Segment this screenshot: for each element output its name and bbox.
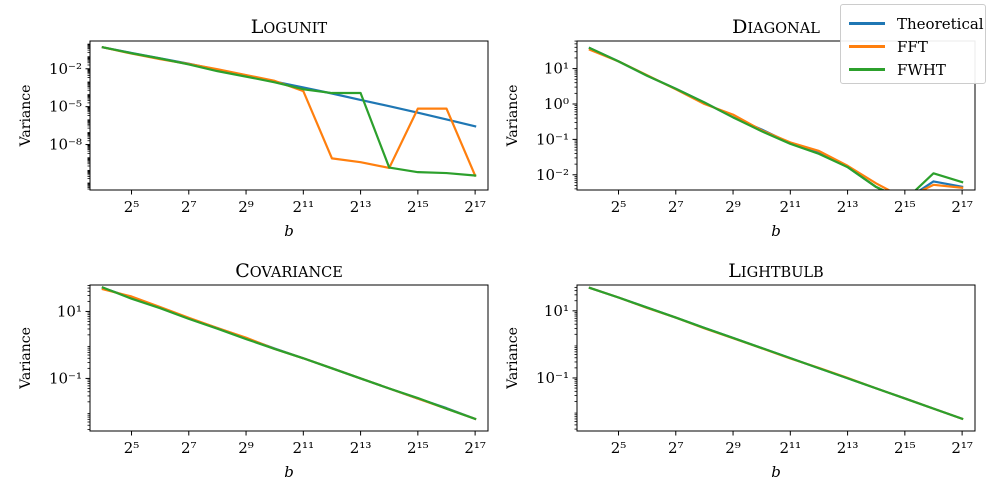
chart-title-logunit: LOGUNIT: [251, 16, 328, 38]
y-tick-label: 10⁰: [544, 95, 569, 113]
axes-frame: [576, 284, 976, 432]
x-tick-label: 2¹¹: [780, 198, 802, 216]
x-tick-label: 2⁷: [668, 439, 684, 457]
series-line-fft: [101, 46, 477, 177]
chart-covariance: COVARIANCE 10¹ 10⁻¹ 2⁵ 2⁷ 2⁹ 2¹¹ 2¹³ 2¹⁵ 2¹⁷ b Vari…: [18, 260, 489, 481]
series-group: [588, 286, 964, 421]
y-axis-label: Variance: [18, 327, 34, 390]
x-tick-label: 2¹⁷: [464, 439, 486, 457]
series-group: [588, 46, 964, 190]
x-tick-label: 2⁵: [611, 198, 627, 216]
axes-frame: [89, 40, 489, 191]
y-tick-label: 10⁻²: [536, 166, 569, 184]
x-tick-label: 2⁹: [238, 439, 254, 457]
x-tick-label: 2⁵: [124, 439, 140, 457]
series-group: [101, 46, 477, 177]
x-tick-label: 2¹⁷: [951, 439, 973, 457]
y-tick-label: 10⁻⁵: [49, 98, 82, 116]
axes-frame: [576, 40, 976, 191]
y-tick-label: 10⁻²: [49, 60, 82, 78]
chart-title-diagonal: DIAGONAL: [732, 16, 820, 38]
series-line-fwht: [588, 46, 964, 190]
chart-title-logunit-initial: L: [251, 16, 264, 38]
x-tick-label: 2¹⁵: [894, 439, 916, 457]
x-tick-label: 2¹³: [837, 439, 859, 457]
series-line-fwht: [588, 286, 964, 421]
chart-title-lightbulb-initial: L: [728, 260, 741, 282]
x-tick-label: 2¹⁷: [951, 198, 973, 216]
y-tick-label: 10¹: [57, 302, 82, 320]
chart-lightbulb: LIGHTBULB 10¹ 10⁻¹ 2⁵ 2⁷ 2⁹ 2¹¹ 2¹³ 2¹⁵ 2¹⁷ b Varia…: [505, 260, 976, 481]
x-tick-label: 2¹⁷: [464, 198, 486, 216]
y-tick-label: 10¹: [544, 60, 569, 78]
x-tick-label: 2⁹: [725, 198, 741, 216]
legend-entry-fft: FFT: [849, 36, 983, 58]
y-tick-label: 10⁻¹: [49, 369, 82, 387]
series-group: [101, 286, 477, 421]
x-tick-label: 2⁷: [181, 198, 197, 216]
y-tick-label: 10¹: [544, 302, 569, 320]
legend-line-fft: [849, 45, 885, 48]
x-tick-label: 2⁹: [725, 439, 741, 457]
y-axis-label: Variance: [505, 85, 521, 148]
legend-line-fwht: [849, 68, 885, 71]
x-tick-label: 2¹³: [837, 198, 859, 216]
legend-entry-theoretical: Theoretical: [849, 13, 984, 35]
legend-label-fft: FFT: [897, 38, 928, 56]
y-axis-label: Variance: [505, 327, 521, 390]
series-line-fwht: [101, 46, 477, 177]
x-axis-label: b: [284, 463, 294, 481]
chart-title-diagonal-rest: IAGONAL: [747, 21, 820, 37]
x-tick-label: 2¹¹: [780, 439, 802, 457]
chart-logunit: LOGUNIT 10⁻² 10⁻⁵ 10⁻⁸ 2⁵ 2⁷ 2⁹ 2¹¹ 2¹³ 2¹⁵ 2¹⁷ b Va…: [18, 16, 489, 240]
series-line-fwht: [101, 286, 477, 421]
legend-label-theoretical: Theoretical: [897, 15, 984, 33]
x-tick-label: 2⁷: [181, 439, 197, 457]
x-tick-label: 2⁵: [611, 439, 627, 457]
x-tick-label: 2¹⁵: [407, 439, 429, 457]
chart-title-covariance-rest: OVARIANCE: [250, 265, 343, 281]
x-tick-label: 2¹³: [350, 198, 372, 216]
x-tick-label: 2⁷: [668, 198, 684, 216]
x-tick-label: 2¹¹: [293, 439, 315, 457]
y-tick-label: 10⁻⁸: [49, 136, 82, 154]
y-tick-label: 10⁻¹: [536, 369, 569, 387]
legend-line-theoretical: [849, 22, 885, 25]
chart-title-lightbulb: LIGHTBULB: [728, 260, 823, 282]
x-axis-label: b: [771, 222, 781, 240]
x-tick-label: 2¹¹: [293, 198, 315, 216]
chart-title-covariance-initial: C: [235, 260, 250, 282]
y-axis-label: Variance: [18, 85, 34, 148]
x-tick-label: 2⁹: [238, 198, 254, 216]
chart-title-lightbulb-rest: IGHTBULB: [741, 265, 824, 281]
chart-title-diagonal-initial: D: [732, 16, 747, 38]
x-axis-label: b: [284, 222, 294, 240]
x-tick-label: 2¹³: [350, 439, 372, 457]
x-tick-label: 2⁵: [124, 198, 140, 216]
legend-entry-fwht: FWHT: [849, 59, 983, 81]
y-tick-label: 10⁻¹: [536, 130, 569, 148]
legend-label-fwht: FWHT: [897, 61, 946, 79]
chart-title-logunit-rest: OGUNIT: [263, 21, 327, 37]
x-tick-label: 2¹⁵: [407, 198, 429, 216]
x-axis-label: b: [771, 463, 781, 481]
chart-title-covariance: COVARIANCE: [235, 260, 343, 282]
axes-frame: [89, 284, 489, 432]
chart-diagonal: DIAGONAL 10¹ 10⁰ 10⁻¹ 10⁻² 2⁵ 2⁷ 2⁹ 2¹¹ 2¹³ 2¹⁵ 2¹⁷…: [505, 16, 976, 240]
legend: Theoretical FFT FWHT: [840, 4, 986, 84]
x-tick-label: 2¹⁵: [894, 198, 916, 216]
